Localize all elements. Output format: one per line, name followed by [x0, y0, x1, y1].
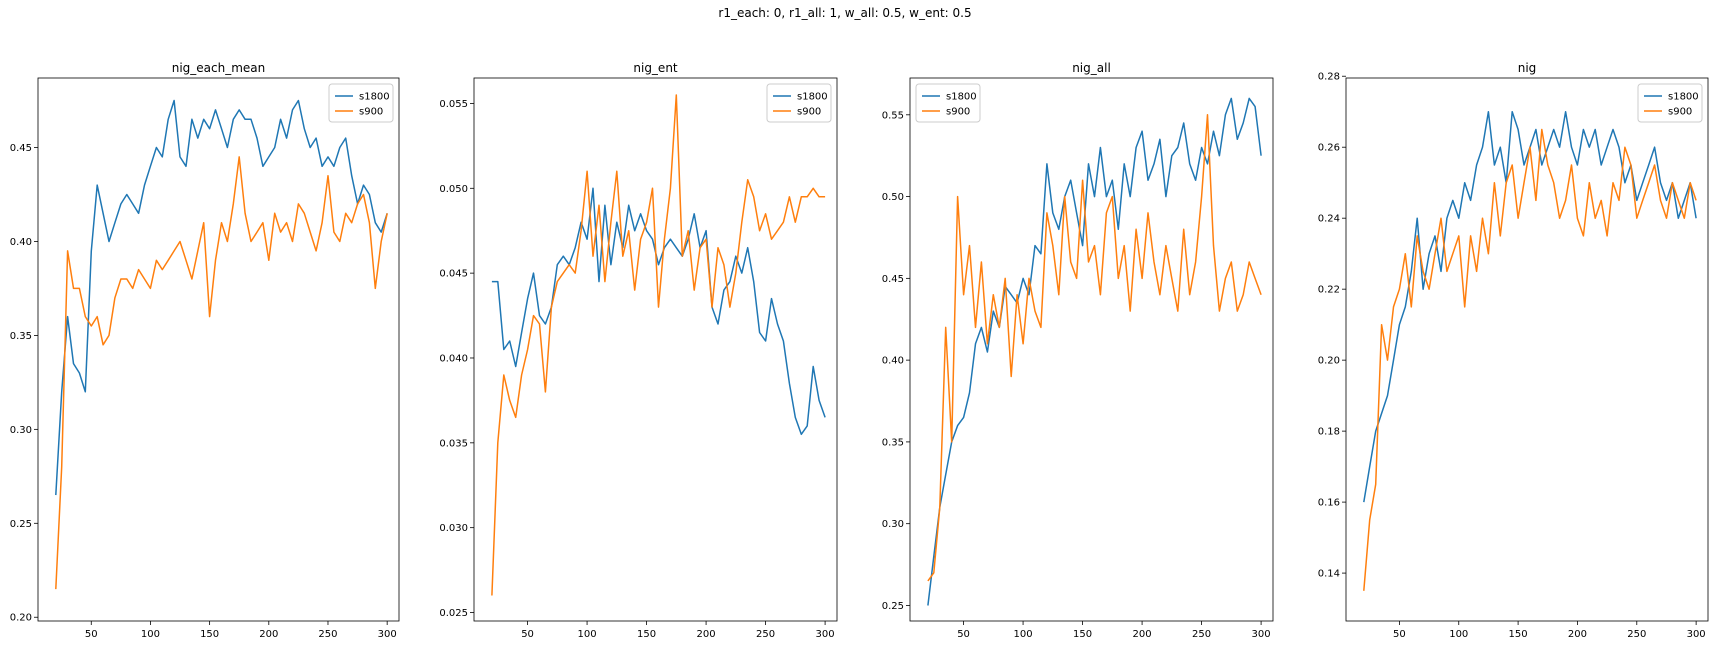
y-tick-label: 0.16: [1318, 498, 1340, 509]
x-tick-label: 150: [1509, 629, 1528, 640]
x-tick-label: 100: [1014, 629, 1033, 640]
x-tick-label: 100: [141, 629, 160, 640]
legend-label-s1800: s1800: [797, 92, 828, 103]
subplot-title: nig_each_mean: [172, 61, 266, 75]
y-tick-label: 0.40: [882, 356, 904, 367]
series-line-s1800: [492, 188, 825, 434]
y-tick-label: 0.14: [1318, 569, 1340, 580]
series-line-s900: [928, 115, 1261, 581]
series-line-s1800: [1364, 112, 1696, 502]
axes-frame: [474, 78, 837, 621]
x-tick-label: 300: [1687, 629, 1706, 640]
series-line-s900: [492, 95, 825, 596]
x-tick-label: 300: [1252, 629, 1271, 640]
series-line-s1800: [928, 98, 1261, 605]
legend-label-s900: s900: [797, 107, 821, 118]
y-tick-label: 0.045: [439, 269, 468, 280]
subplot-nig_all: nig_all 50 100 150 200 250 300 0.25 0.30 0.35 0.40…: [882, 61, 1273, 640]
subplot-title: nig_ent: [633, 61, 678, 75]
y-tick-label: 0.040: [439, 353, 468, 364]
x-tick-label: 250: [756, 629, 775, 640]
x-tick-label: 200: [1568, 629, 1587, 640]
figure-suptitle: r1_each: 0, r1_all: 1, w_all: 0.5, w_ent…: [718, 6, 971, 20]
y-tick-label: 0.18: [1318, 427, 1340, 438]
y-tick-label: 0.55: [882, 110, 904, 121]
legend-label-s1800: s1800: [359, 92, 390, 103]
x-tick-label: 200: [1133, 629, 1152, 640]
x-tick-label: 200: [697, 629, 716, 640]
legend-label-s1800: s1800: [1668, 92, 1699, 103]
x-tick-label: 150: [200, 629, 219, 640]
x-tick-label: 50: [521, 629, 534, 640]
legend-label-s1800: s1800: [946, 92, 977, 103]
x-tick-label: 250: [318, 629, 337, 640]
x-tick-label: 150: [1073, 629, 1092, 640]
y-tick-label: 0.055: [439, 99, 468, 110]
y-tick-label: 0.24: [1318, 214, 1340, 225]
y-tick-label: 0.050: [439, 184, 468, 195]
y-tick-label: 0.40: [10, 237, 32, 248]
y-tick-label: 0.030: [439, 523, 468, 534]
x-tick-label: 300: [378, 629, 397, 640]
y-tick-label: 0.26: [1318, 143, 1340, 154]
x-tick-label: 250: [1627, 629, 1646, 640]
y-tick-label: 0.25: [882, 601, 904, 612]
legend: s1800 s900: [767, 84, 831, 122]
axes-frame: [910, 78, 1273, 621]
x-tick-label: 150: [637, 629, 656, 640]
legend: s1800 s900: [329, 84, 393, 122]
y-tick-label: 0.50: [882, 192, 904, 203]
y-tick-label: 0.20: [10, 613, 32, 624]
y-tick-label: 0.45: [10, 143, 32, 154]
series-line-s900: [1364, 130, 1696, 591]
subplot-title: nig_all: [1072, 61, 1111, 75]
x-tick-label: 100: [578, 629, 597, 640]
y-tick-label: 0.22: [1318, 285, 1340, 296]
y-tick-label: 0.35: [882, 437, 904, 448]
legend-label-s900: s900: [946, 107, 970, 118]
axes-frame: [38, 78, 399, 621]
x-tick-label: 50: [1393, 629, 1406, 640]
y-tick-label: 0.45: [882, 274, 904, 285]
x-tick-label: 50: [957, 629, 970, 640]
subplot-nig: nig 50 100 150 200 250 300 0.14 0.16 0.18 0.20 0.22…: [1318, 61, 1708, 640]
legend: s1800 s900: [916, 84, 980, 122]
x-tick-label: 250: [1192, 629, 1211, 640]
x-tick-label: 200: [259, 629, 278, 640]
x-tick-label: 300: [816, 629, 835, 640]
y-tick-label: 0.20: [1318, 356, 1340, 367]
y-tick-label: 0.25: [10, 519, 32, 530]
x-tick-label: 50: [85, 629, 98, 640]
axes-frame: [1346, 78, 1708, 621]
y-tick-label: 0.30: [882, 519, 904, 530]
y-tick-label: 0.35: [10, 331, 32, 342]
series-line-s1800: [56, 101, 387, 496]
legend-label-s900: s900: [359, 107, 383, 118]
y-tick-label: 0.30: [10, 425, 32, 436]
legend-label-s900: s900: [1668, 107, 1692, 118]
subplot-nig_ent: nig_ent 50 100 150 200 250 300 0.025 0.030 0.035 0…: [439, 61, 837, 640]
legend: s1800 s900: [1638, 84, 1702, 122]
y-tick-label: 0.035: [439, 438, 468, 449]
subplot-nig_each_mean: nig_each_mean 50 100 150 200 250 300 0.20 0.25 0.…: [10, 61, 399, 640]
subplot-title: nig: [1518, 61, 1537, 75]
y-tick-label: 0.28: [1318, 72, 1340, 83]
y-tick-label: 0.025: [439, 608, 468, 619]
x-tick-label: 100: [1449, 629, 1468, 640]
